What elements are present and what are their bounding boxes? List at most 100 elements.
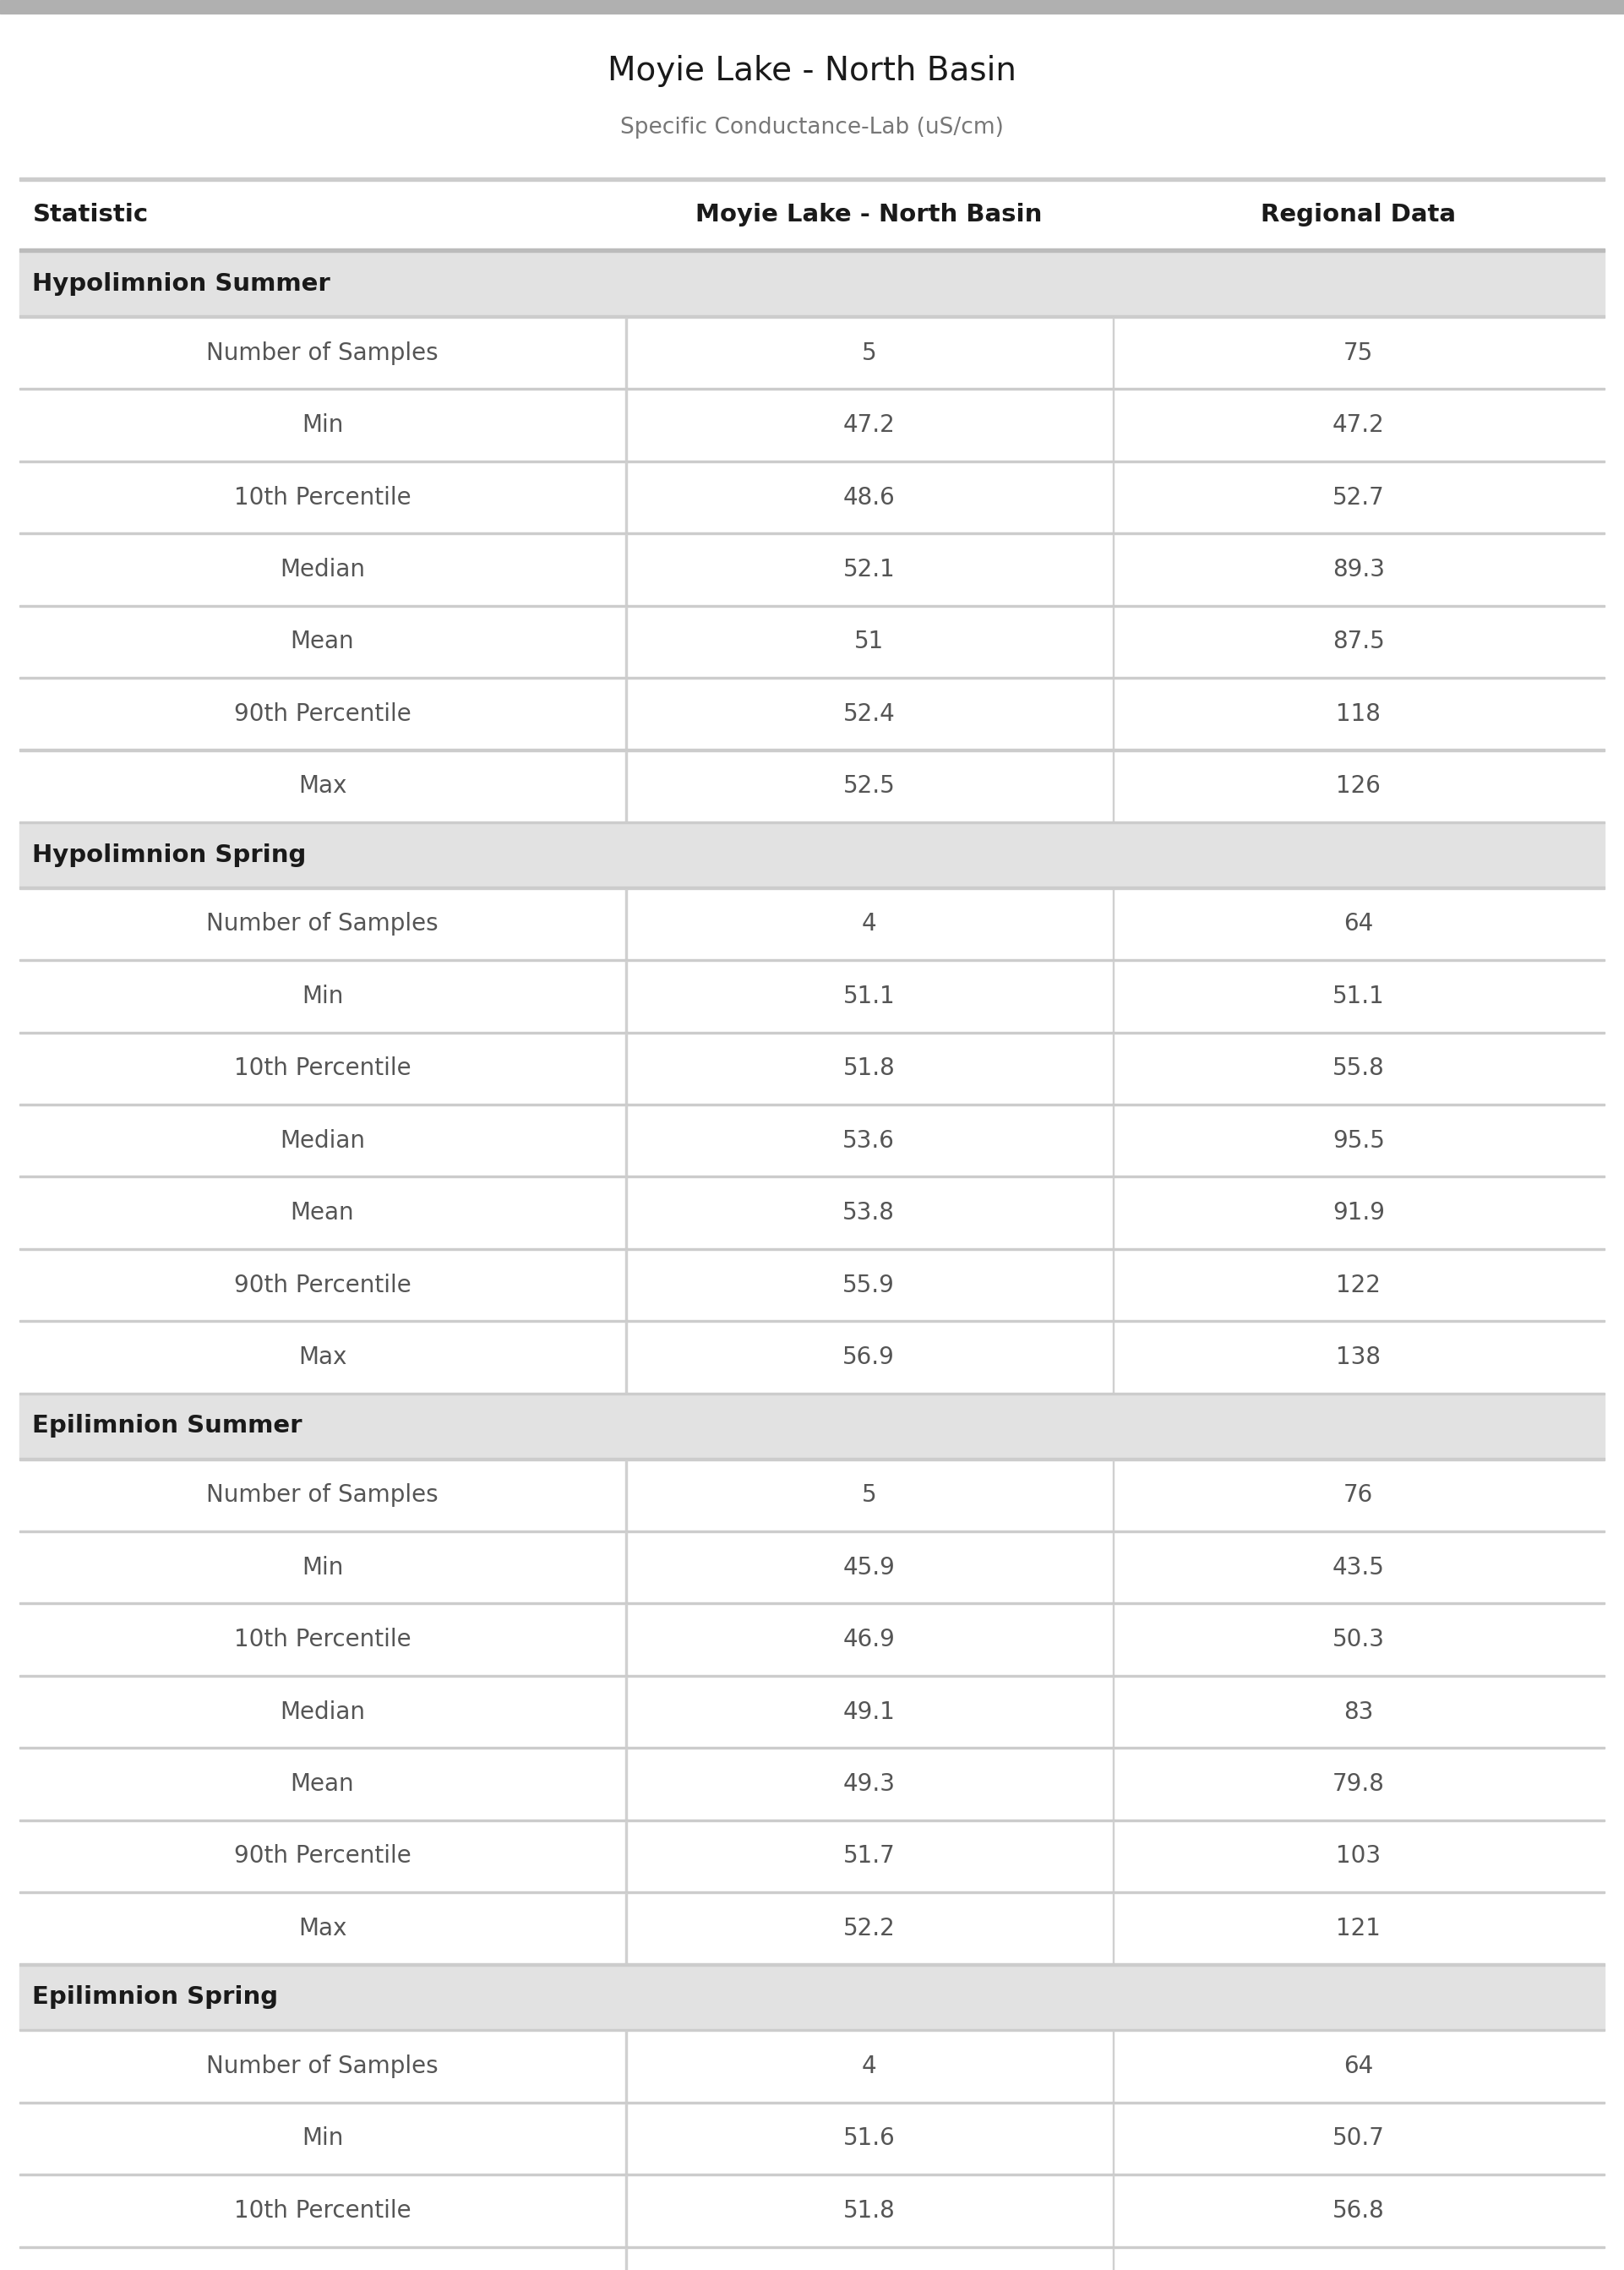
Text: Moyie Lake - North Basin: Moyie Lake - North Basin [695,202,1043,227]
Text: 45.9: 45.9 [843,1555,895,1580]
Bar [1112,960,1114,1031]
Text: 90th Percentile: 90th Percentile [234,1843,411,1868]
Bar [19,1033,1605,1103]
Bar [1112,533,1114,604]
Bar [625,1178,627,1249]
Bar [625,1821,627,1891]
Bar [19,824,1605,888]
Bar [625,318,627,388]
Bar [19,606,1605,676]
Bar [19,1966,1605,2029]
Text: 52.4: 52.4 [843,701,895,726]
Text: 64: 64 [1343,913,1374,935]
Bar [1112,1821,1114,1891]
Text: 83: 83 [1343,1700,1374,1723]
Text: 122: 122 [1337,1273,1380,1296]
Bar [19,318,1605,388]
Bar [1112,679,1114,749]
Text: 52.2: 52.2 [843,1916,895,1941]
Text: 121: 121 [1337,1916,1380,1941]
Text: Mean: Mean [291,629,354,654]
Bar [1112,1033,1114,1103]
Text: Number of Samples: Number of Samples [206,2054,438,2079]
Bar [625,1460,627,1530]
Text: Moyie Lake - North Basin: Moyie Lake - North Basin [607,54,1017,86]
Text: 51.8: 51.8 [843,2200,895,2222]
Bar [625,751,627,822]
Bar [19,463,1605,533]
Text: Median: Median [279,558,365,581]
Text: 103: 103 [1337,1843,1380,1868]
Bar [19,1532,1605,1603]
Text: 90th Percentile: 90th Percentile [234,701,411,726]
Text: 47.2: 47.2 [843,413,895,438]
Text: 10th Percentile: 10th Percentile [234,486,411,508]
Bar [19,1251,1605,1321]
Text: 118: 118 [1337,701,1380,726]
Text: Max: Max [299,1916,346,1941]
Text: 51: 51 [854,629,883,654]
Bar [1112,890,1114,960]
Bar [19,179,1605,247]
Bar [19,1457,1605,1460]
Text: Hypolimnion Spring: Hypolimnion Spring [32,842,307,867]
Text: 55.9: 55.9 [843,1273,895,1296]
Text: 76: 76 [1343,1482,1374,1507]
Text: Mean: Mean [291,1201,354,1226]
Bar [625,960,627,1031]
Bar [1112,1178,1114,1249]
Bar [19,1178,1605,1249]
Text: 43.5: 43.5 [1332,1555,1385,1580]
Text: Epilimnion Spring: Epilimnion Spring [32,1986,278,2009]
Text: 48.6: 48.6 [843,486,895,508]
Text: 51.1: 51.1 [1332,985,1385,1008]
Text: 52.1: 52.1 [843,558,895,581]
Bar [19,888,1605,890]
Text: Hypolimnion Summer: Hypolimnion Summer [32,272,331,295]
Bar [625,1678,627,1748]
Bar [1112,1251,1114,1321]
Bar [1112,390,1114,461]
Text: 56.8: 56.8 [1332,2200,1385,2222]
Bar [19,1394,1605,1457]
Text: 4: 4 [861,913,877,935]
Text: Regional Data: Regional Data [1260,202,1457,227]
Text: 5: 5 [861,340,877,365]
Bar [19,533,1605,604]
Text: 51.8: 51.8 [843,1056,895,1081]
Bar [19,177,1605,179]
Text: 10th Percentile: 10th Percentile [234,2200,411,2222]
Bar [1112,751,1114,822]
Text: Max: Max [299,1346,346,1369]
Text: 50.3: 50.3 [1332,1628,1385,1653]
Bar [19,1678,1605,1748]
Text: 90th Percentile: 90th Percentile [234,1273,411,1296]
Text: Min: Min [302,2127,343,2150]
Bar [19,316,1605,318]
Bar [1112,1748,1114,1818]
Text: Number of Samples: Number of Samples [206,340,438,365]
Bar [19,1821,1605,1891]
Text: 10th Percentile: 10th Percentile [234,1628,411,1653]
Bar [19,2247,1605,2270]
Text: Median: Median [279,1128,365,1153]
Bar [625,1251,627,1321]
Text: 52.7: 52.7 [1332,486,1385,508]
Text: 126: 126 [1337,774,1380,799]
Text: 5: 5 [861,1482,877,1507]
Bar [625,606,627,676]
Text: 10th Percentile: 10th Percentile [234,1056,411,1081]
Text: 4: 4 [861,2054,877,2079]
Text: 47.2: 47.2 [1332,413,1385,438]
Bar [19,2175,1605,2245]
Bar [625,533,627,604]
Text: Min: Min [302,413,343,438]
Bar [19,390,1605,461]
Bar [19,247,1605,252]
Text: 52.5: 52.5 [843,774,895,799]
Bar [625,890,627,960]
Text: Mean: Mean [291,1773,354,1796]
Bar [19,2104,1605,2175]
Text: 51.6: 51.6 [843,2127,895,2150]
Bar [625,679,627,749]
